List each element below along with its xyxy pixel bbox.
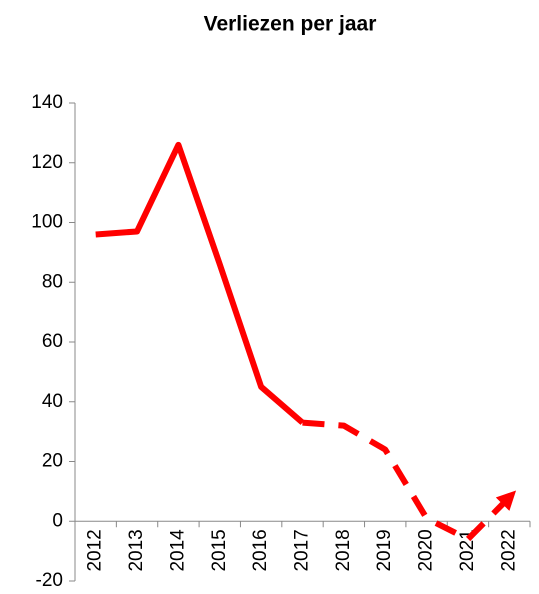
y-tick-label: -20 — [36, 570, 63, 591]
x-tick-label: 2017 — [292, 529, 313, 571]
y-tick-label: 60 — [42, 331, 63, 352]
line — [302, 419, 517, 543]
y-tick-label: 40 — [42, 391, 63, 412]
x-tick-label: 2019 — [374, 529, 395, 571]
y-tick-label: 120 — [31, 152, 63, 173]
x-tick-label: 2018 — [333, 529, 354, 571]
x-tick-label: 2021 — [457, 529, 478, 571]
chart-title: Verliezen per jaar — [204, 13, 377, 36]
x-tick-label: 2022 — [498, 529, 519, 571]
x-tick-label: 2015 — [209, 529, 230, 571]
x-tick-label: 2012 — [85, 529, 106, 571]
y-tick-label: 80 — [42, 271, 63, 292]
y-tick-label: 140 — [31, 92, 63, 113]
line — [95, 141, 305, 425]
x-tick-label: 2014 — [167, 529, 188, 572]
y-tick-label: 20 — [42, 451, 63, 472]
y-tick-label: 0 — [52, 510, 63, 531]
x-tick-label: 2013 — [126, 529, 147, 571]
x-tick-label: 2020 — [416, 529, 437, 571]
y-tick-label: 100 — [31, 212, 63, 233]
x-tick-label: 2016 — [250, 529, 271, 571]
